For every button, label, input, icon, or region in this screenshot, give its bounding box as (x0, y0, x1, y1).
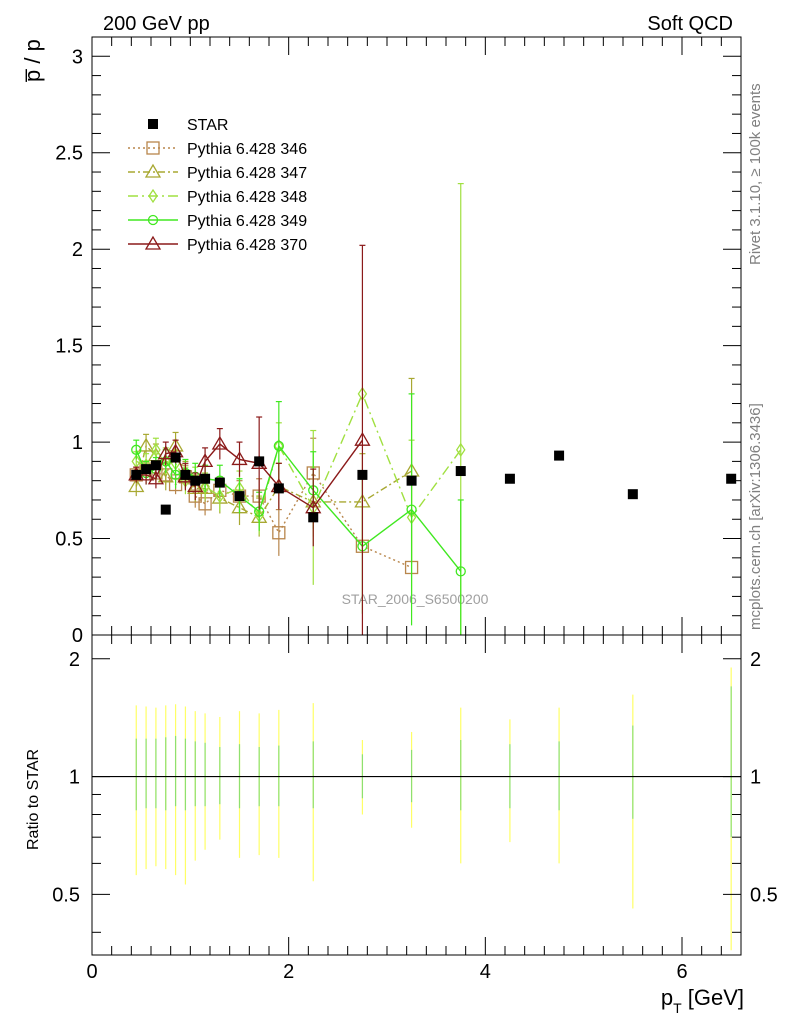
series-370 (128, 244, 371, 635)
legend-entry: Pythia 6.428 347 (128, 163, 307, 182)
data-point (455, 442, 466, 457)
star-point (190, 475, 201, 486)
analysis-watermark: STAR_2006_S6500200 (342, 591, 489, 607)
star-point (141, 464, 152, 475)
legend: STAR Pythia 6.428 346 Pythia 6.428 347 Pyth… (128, 117, 307, 254)
y-tick-label: 0 (72, 625, 83, 647)
y-tick-label: 3 (72, 46, 83, 68)
legend-entry: Pythia 6.428 370 (128, 235, 307, 254)
legend-marker (147, 214, 159, 226)
series-line (135, 392, 462, 519)
star-point (200, 473, 211, 484)
star-point (726, 473, 737, 484)
ratio-tick-label: 1 (69, 767, 80, 789)
data-point (157, 445, 174, 460)
ratio-panel: 0.5 0.5 1 1 2 2 (52, 634, 778, 956)
x-tick-label: 4 (480, 961, 491, 983)
x-axis-label: pT [GeV] (661, 985, 744, 1016)
star-point (234, 491, 245, 502)
star-point (308, 512, 319, 523)
mcplots-label: mcplots.cern.ch [arXiv:1306.3436] (747, 403, 764, 630)
legend-entry: Pythia 6.428 348 (128, 188, 307, 206)
star-point (627, 489, 638, 500)
data-point (147, 470, 165, 485)
y-tick-label: 0.5 (55, 529, 83, 551)
data-point (406, 504, 417, 515)
ratio-tick-label: 0.5 (52, 884, 80, 906)
star-point (214, 477, 225, 488)
ratio-axes: 0.5 0.5 1 1 2 2 (52, 649, 778, 933)
star-point (254, 456, 265, 467)
legend-marker (146, 141, 160, 155)
data-point (128, 478, 145, 493)
main-panel: 0 2 4 600.511.522.53 STAR_2006_S6500200 STA… (55, 36, 742, 983)
data-point (137, 437, 155, 452)
data-point (273, 440, 284, 452)
legend-label: Pythia 6.428 347 (187, 165, 307, 182)
legend-entry: STAR (148, 117, 228, 134)
legend-entry: Pythia 6.428 346 (128, 141, 307, 158)
y-tick-label: 2 (72, 239, 83, 261)
star-point (455, 466, 466, 477)
data-point (151, 442, 161, 457)
data-point (157, 468, 174, 483)
star-point (160, 504, 171, 515)
legend-label: Pythia 6.428 349 (187, 213, 307, 230)
star-data-layer (131, 450, 737, 523)
y-tick-label: 2.5 (55, 143, 83, 165)
data-point (455, 566, 466, 577)
star-point (131, 469, 142, 480)
header-left-title: 200 GeV pp (103, 13, 210, 35)
main-axes: 0 2 4 600.511.522.53 (55, 36, 742, 983)
y-tick-label: 1 (72, 432, 83, 454)
star-point (554, 450, 565, 461)
ratio-tick-label-right: 0.5 (750, 884, 778, 906)
x-tick-label: 0 (86, 961, 97, 983)
rivet-label: Rivet 3.1.10, ≥ 100k events (747, 83, 764, 265)
legend-marker (148, 188, 158, 204)
star-point (273, 483, 284, 494)
star-point (357, 469, 368, 480)
star-point (170, 452, 181, 463)
data-point (196, 453, 214, 468)
ratio-tick-label-right: 2 (750, 649, 761, 671)
header-right-title: Soft QCD (647, 13, 733, 35)
data-point (200, 479, 210, 494)
legend-label: Pythia 6.428 370 (187, 237, 307, 254)
data-point (215, 488, 225, 504)
data-point (211, 435, 228, 450)
star-point (406, 475, 417, 486)
legend-label: Pythia 6.428 348 (187, 189, 307, 206)
legend-entry: Pythia 6.428 349 (128, 213, 307, 230)
legend-marker (144, 235, 162, 250)
legend-star-marker (148, 119, 158, 129)
main-ylabel-text: p̅ / p (20, 39, 45, 82)
legend-label: STAR (187, 117, 228, 134)
x-tick-label: 6 (676, 961, 687, 983)
data-point (231, 451, 248, 466)
legend-marker (144, 163, 162, 178)
data-point (354, 431, 371, 446)
ratio-tick-label: 2 (69, 649, 80, 671)
legend-label: Pythia 6.428 346 (187, 141, 307, 158)
data-point (170, 469, 181, 481)
star-point (180, 469, 191, 480)
star-point (150, 460, 161, 471)
ratio-bands (135, 667, 732, 951)
data-point (272, 526, 286, 540)
ratio-frame (91, 634, 742, 956)
ratio-tick-label-right: 1 (750, 767, 761, 789)
x-tick-label: 2 (283, 961, 294, 983)
data-point (131, 444, 142, 455)
y-tick-label: 1.5 (55, 336, 83, 358)
star-point (504, 473, 515, 484)
main-ylabel: p̅ / p (20, 39, 45, 82)
ratio-ylabel: Ratio to STAR (25, 749, 42, 850)
